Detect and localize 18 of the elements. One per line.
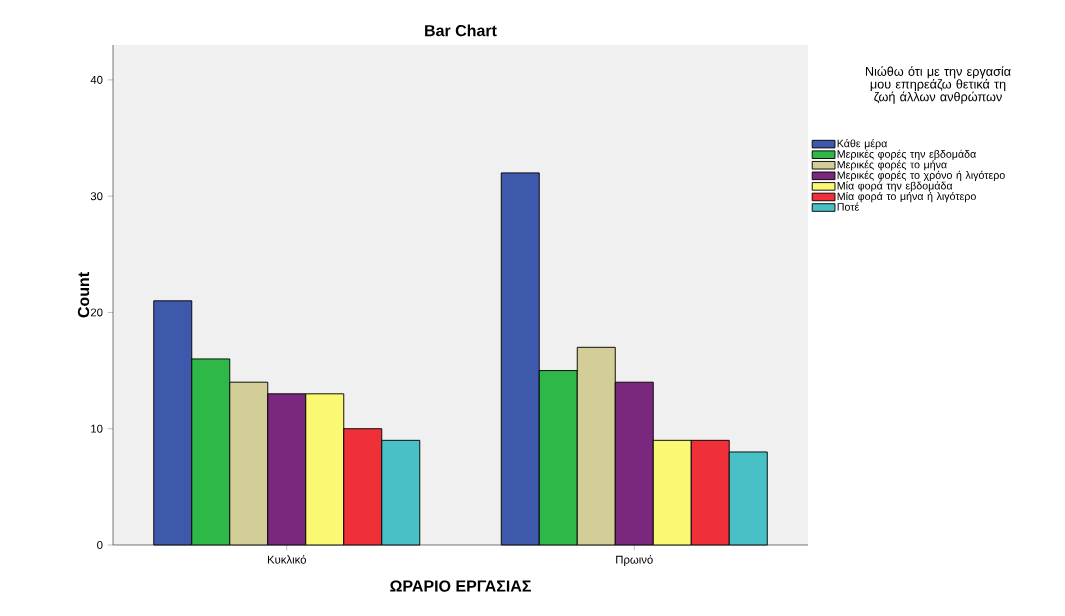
legend-label: Μία φορά το μήνα ή λιγότερο	[837, 191, 976, 203]
y-axis-title: Count	[77, 272, 90, 318]
legend-label: Μερικές φορές το χρόνο ή λιγότερο	[837, 170, 1005, 182]
y-tick-label: 10	[91, 424, 103, 433]
x-tick-label: Κυκλικό	[267, 555, 307, 564]
legend-title: Νιώθω ότι με την εργασία μου επηρεάζω θετικά τη ζωή άλλων ανθρώπων	[865, 66, 1011, 104]
x-axis-title: ΩΡΑΡΙΟ ΕΡΓΑΣΙΑΣ	[390, 580, 531, 592]
legend-label: Μερικές φορές την εβδομάδα	[837, 149, 976, 160]
legend-label: Μία φορά την εβδομάδα	[837, 181, 953, 192]
y-tick-label: 30	[90, 192, 103, 201]
legend-label: Κάθε μέρα	[837, 139, 887, 150]
y-tick-label: 40	[90, 75, 103, 84]
chart-title: Bar Chart	[425, 24, 497, 37]
y-tick-label: 20	[90, 308, 103, 317]
y-tick-label: 0	[97, 540, 103, 549]
legend-label: Μερικές φορές το μήνα	[837, 160, 947, 171]
x-tick-label: Πρωινό	[616, 555, 653, 566]
legend-label: Ποτέ	[837, 202, 860, 211]
